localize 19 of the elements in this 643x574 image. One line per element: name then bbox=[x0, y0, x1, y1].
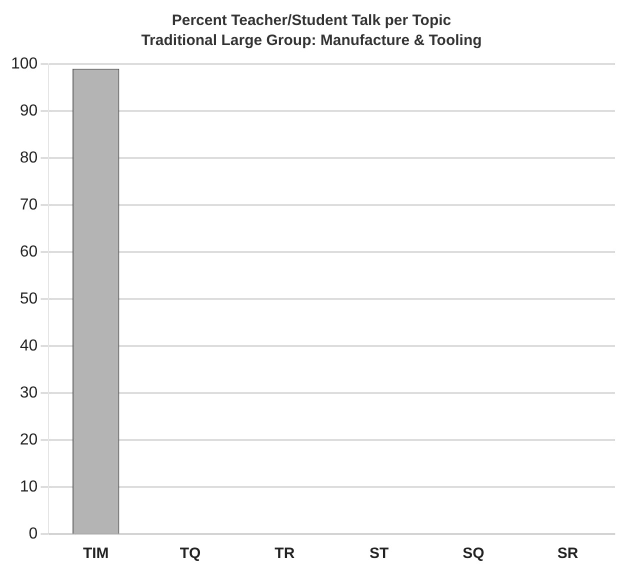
x-tick-label: ST bbox=[369, 545, 389, 562]
x-tick-label: SR bbox=[557, 545, 578, 562]
chart-subtitle: Traditional Large Group: Manufacture & Tooling bbox=[141, 32, 482, 50]
x-tick-label: TQ bbox=[180, 545, 202, 562]
y-tick-label: 50 bbox=[20, 290, 38, 308]
chart-title: Percent Teacher/Student Talk per Topic bbox=[172, 12, 452, 30]
y-tick-label: 90 bbox=[20, 102, 38, 120]
x-tick-label: TR bbox=[274, 545, 295, 562]
y-tick-label: 70 bbox=[20, 196, 38, 214]
y-tick-label: 20 bbox=[20, 431, 38, 448]
y-tick-label: 100 bbox=[10, 55, 38, 72]
y-tick-label: 60 bbox=[20, 243, 38, 260]
y-tick-label: 0 bbox=[28, 525, 38, 542]
y-tick-label: 10 bbox=[20, 478, 38, 496]
x-tick-label: TIM bbox=[82, 545, 109, 562]
x-tick-label: SQ bbox=[462, 545, 485, 562]
y-tick-label: 80 bbox=[20, 149, 38, 166]
y-tick-label: 30 bbox=[20, 384, 38, 402]
y-tick-label: 40 bbox=[20, 337, 38, 354]
